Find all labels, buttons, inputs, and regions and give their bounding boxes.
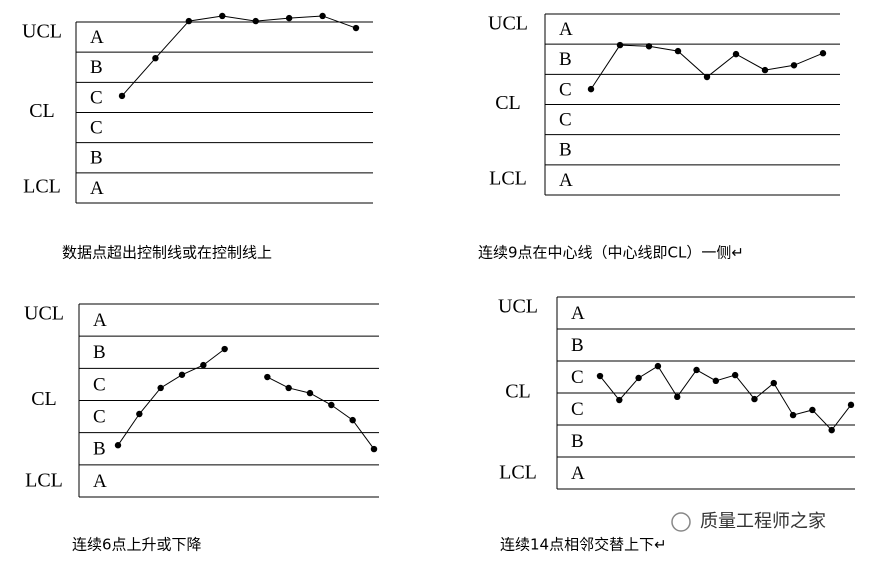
series-line: [599, 365, 852, 431]
data-point: [319, 12, 326, 20]
zone-label: A: [93, 471, 107, 492]
data-point: [285, 14, 293, 22]
data-point: [751, 395, 758, 403]
data-point: [645, 43, 653, 50]
data-point: [693, 366, 700, 374]
y-tick-label: CL: [29, 100, 55, 122]
zone-label: A: [571, 463, 585, 484]
data-point: [157, 384, 164, 392]
series-line: [121, 15, 357, 97]
data-point: [654, 362, 662, 370]
watermark-text: 质量工程师之家: [700, 511, 826, 532]
zone-label: B: [571, 335, 584, 356]
data-point: [712, 377, 720, 385]
zone-label: A: [559, 19, 573, 40]
data-point: [732, 50, 740, 58]
data-point: [136, 410, 143, 418]
watermark: 质量工程师之家: [671, 511, 826, 532]
data-point: [118, 92, 126, 100]
zone-label: C: [559, 79, 572, 100]
y-tick-label: UCL: [24, 303, 64, 325]
zone-label: B: [571, 431, 584, 452]
zone-label: C: [93, 374, 106, 395]
data-point: [789, 411, 797, 419]
data-point: [635, 374, 642, 382]
y-tick-label: LCL: [23, 176, 61, 198]
data-point: [178, 371, 186, 378]
data-point: [809, 406, 816, 414]
y-tick-label: CL: [495, 92, 521, 114]
data-point: [761, 66, 769, 74]
data-point: [790, 62, 798, 69]
data-point: [731, 371, 739, 379]
data-point: [185, 17, 193, 25]
zone-label: B: [93, 439, 106, 460]
data-point: [252, 17, 259, 25]
zone-label: B: [90, 57, 103, 78]
data-point: [828, 426, 835, 434]
data-point: [770, 379, 777, 387]
y-tick-label: UCL: [498, 296, 538, 318]
data-point: [616, 396, 623, 404]
zone-label: C: [559, 109, 572, 130]
data-point: [847, 401, 855, 409]
y-tick-label: UCL: [488, 13, 528, 35]
data-point: [200, 361, 207, 369]
y-tick-label: LCL: [499, 462, 537, 484]
data-point: [674, 47, 682, 55]
zone-label: C: [90, 117, 103, 138]
data-point: [674, 393, 681, 401]
data-point: [152, 55, 159, 62]
data-point: [328, 401, 335, 409]
data-point: [370, 445, 378, 453]
zone-label: B: [90, 148, 103, 169]
y-tick-label: LCL: [25, 470, 63, 492]
data-point: [306, 389, 314, 397]
data-point: [352, 24, 360, 32]
chart-caption: 连续6点上升或下降: [72, 536, 202, 554]
data-point: [819, 50, 827, 57]
zone-label: A: [571, 303, 585, 324]
data-point: [285, 384, 292, 392]
y-tick-label: CL: [505, 381, 531, 403]
y-tick-label: UCL: [22, 21, 62, 43]
zone-label: C: [571, 399, 584, 420]
zone-label: B: [559, 49, 572, 70]
data-point: [587, 85, 595, 93]
zone-label: C: [93, 407, 106, 428]
zone-label: C: [571, 367, 584, 388]
data-point: [221, 345, 228, 353]
watermark-icon: [671, 512, 691, 532]
data-point: [703, 73, 711, 81]
chart-caption: 连续9点在中心线（中心线即CL）一侧↵: [478, 244, 744, 262]
data-point: [219, 12, 226, 20]
series-line: [590, 44, 824, 90]
chart-caption: 连续14点相邻交替上下↵: [500, 536, 667, 554]
zone-label: B: [93, 342, 106, 363]
zone-label: B: [559, 140, 572, 161]
y-tick-label: LCL: [489, 168, 527, 190]
zone-label: A: [93, 310, 107, 331]
data-point: [114, 442, 122, 449]
data-point: [264, 373, 271, 381]
zone-label: A: [90, 178, 104, 199]
data-point: [596, 372, 604, 380]
data-point: [349, 416, 356, 424]
zone-label: A: [90, 27, 104, 48]
series-line: [117, 348, 375, 450]
zone-label: C: [90, 87, 103, 108]
chart-caption: 数据点超出控制线或在控制线上: [62, 244, 272, 262]
y-tick-label: CL: [31, 388, 57, 410]
data-point: [616, 41, 624, 49]
zone-label: A: [559, 170, 573, 191]
